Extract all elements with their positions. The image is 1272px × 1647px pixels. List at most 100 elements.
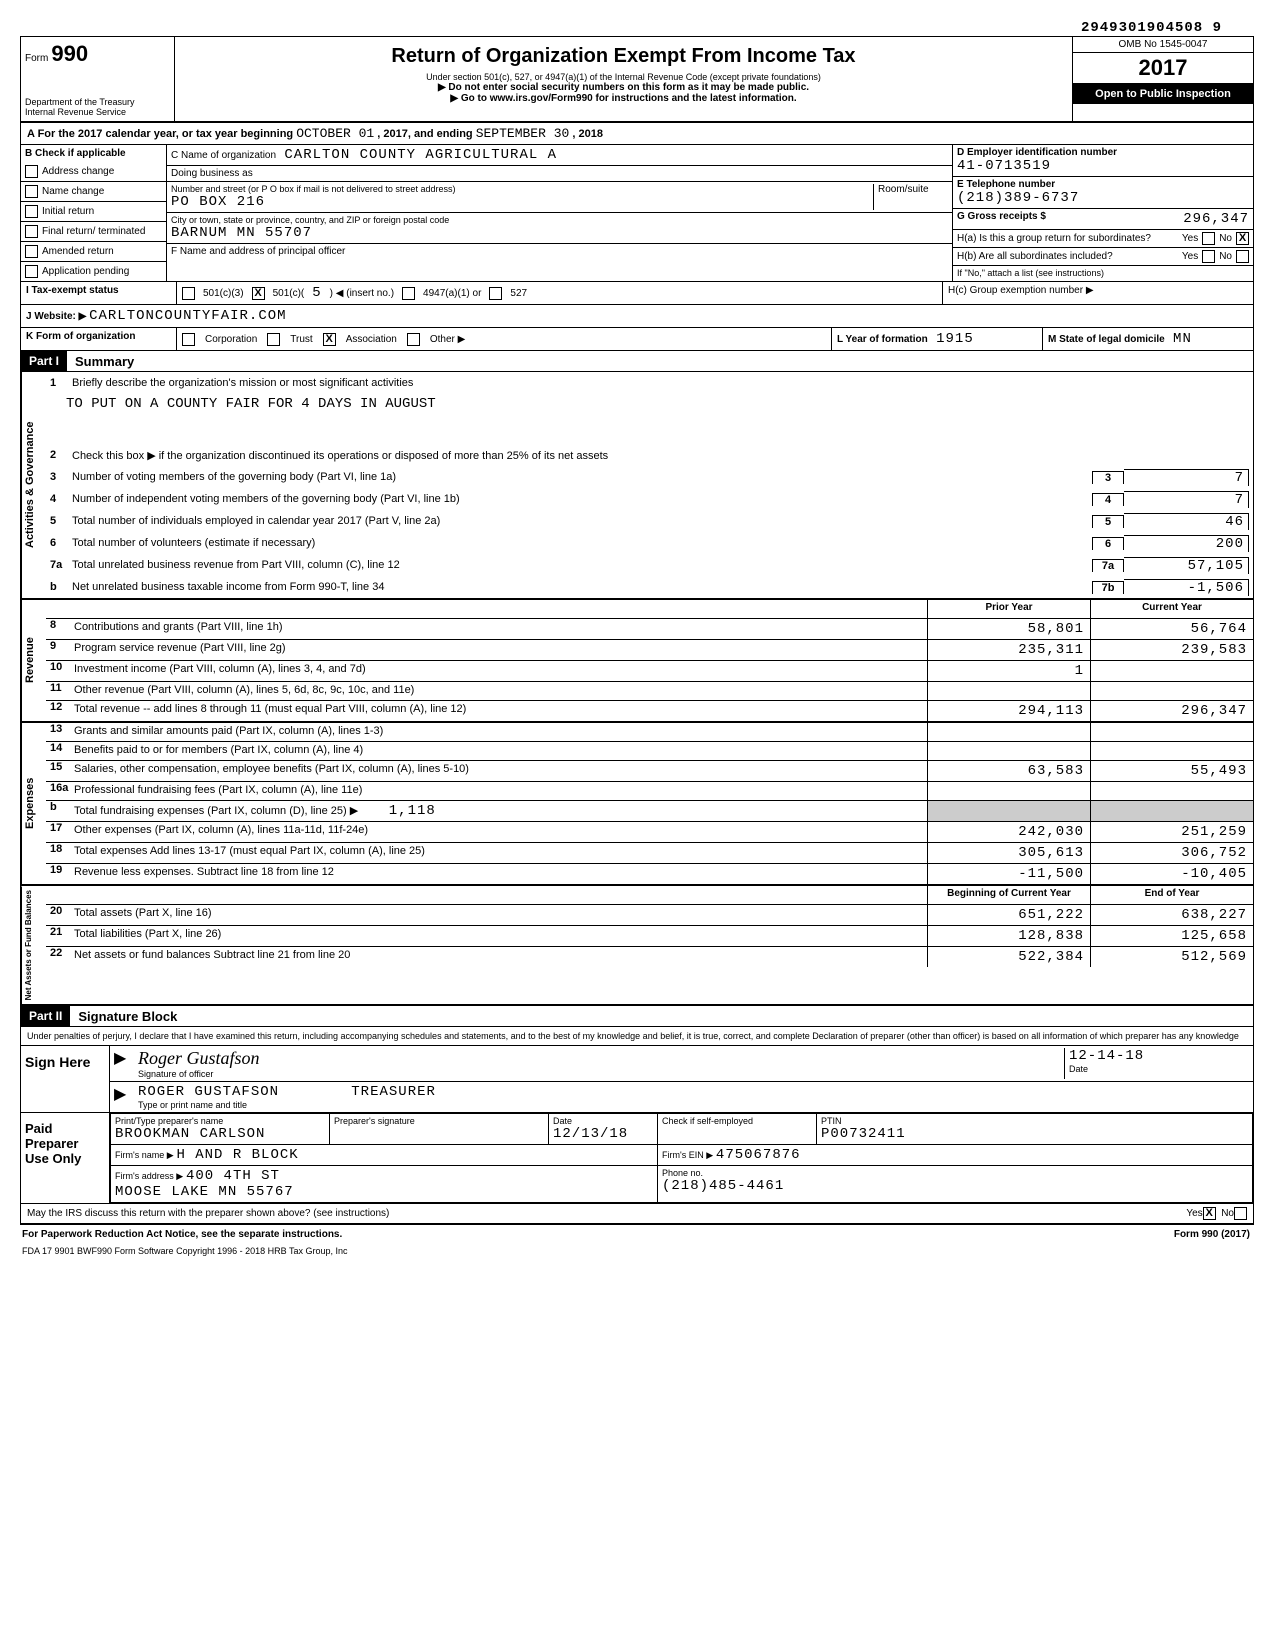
p21: 128,838 (927, 926, 1090, 946)
opt-501c: 501(c)( (273, 288, 305, 299)
p15: 63,583 (927, 761, 1090, 781)
sign-here-label: Sign Here (21, 1046, 110, 1112)
check-amended-return[interactable]: Amended return (21, 242, 166, 262)
section-governance: Activities & Governance 1Briefly describ… (21, 372, 1253, 600)
line-16b: Total fundraising expenses (Part IX, col… (74, 805, 358, 817)
dba-label: Doing business as (167, 166, 952, 182)
ptin-label: PTIN (821, 1116, 1248, 1126)
ha-yes-checkbox[interactable] (1202, 232, 1215, 245)
tax-year: 2017 (1073, 53, 1253, 84)
opt-527: 527 (510, 288, 527, 299)
tax-year-end: SEPTEMBER 30 (476, 126, 570, 141)
e-phone-value: (218)389-6737 (957, 190, 1249, 206)
form-ref: Form 990 (2017) (1174, 1229, 1250, 1240)
gov-label: Activities & Governance (21, 372, 46, 598)
firm-addr-label: Firm's address ▶ (115, 1171, 183, 1181)
website-value: CARLTONCOUNTYFAIR.COM (89, 308, 286, 324)
line-17: Other expenses (Part IX, column (A), lin… (72, 822, 927, 842)
line-16a: Professional fundraising fees (Part IX, … (72, 782, 927, 800)
c21: 125,658 (1090, 926, 1253, 946)
m-label: M State of legal domicile (1048, 334, 1165, 345)
line-20: Total assets (Part X, line 16) (72, 905, 927, 925)
corp-checkbox[interactable] (182, 333, 195, 346)
p22: 522,384 (927, 947, 1090, 967)
line-2: Check this box ▶ if the organization dis… (72, 449, 1249, 462)
501c3-checkbox[interactable] (182, 287, 195, 300)
c15: 55,493 (1090, 761, 1253, 781)
state-domicile: MN (1173, 331, 1192, 347)
prep-check-label: Check if self-employed (662, 1116, 812, 1126)
row-j-website: J Website: ▶ CARLTONCOUNTYFAIR.COM (21, 305, 1253, 328)
part1-title: Summary (67, 354, 134, 369)
discuss-yes-checkbox[interactable] (1203, 1207, 1216, 1220)
trust-checkbox[interactable] (267, 333, 280, 346)
p18: 305,613 (927, 843, 1090, 863)
discuss-no-checkbox[interactable] (1234, 1207, 1247, 1220)
line-19: Revenue less expenses. Subtract line 18 … (72, 864, 927, 884)
sign-here-section: Sign Here ▶ Roger Gustafson Signature of… (21, 1046, 1253, 1113)
check-application-pending[interactable]: Application pending (21, 262, 166, 281)
form-990-container: Form 990 Department of the TreasuryInter… (20, 36, 1254, 1225)
opt-insertno: ) ◀ (insert no.) (330, 288, 394, 299)
prep-sig-label: Preparer's signature (334, 1116, 544, 1126)
4947-checkbox[interactable] (402, 287, 415, 300)
527-checkbox[interactable] (489, 287, 502, 300)
irs-discuss-row: May the IRS discuss this return with the… (21, 1204, 1253, 1224)
sign-date: 12-14-18 (1069, 1048, 1249, 1064)
c16a (1090, 782, 1253, 800)
p9: 235,311 (927, 640, 1090, 660)
firm-name: H AND R BLOCK (176, 1147, 298, 1163)
line-4: Number of independent voting members of … (72, 493, 1092, 505)
check-final-return[interactable]: Final return/ terminated (21, 222, 166, 242)
d-ein-value: 41-0713519 (957, 158, 1249, 174)
street-label: Number and street (or P O box if mail is… (171, 184, 873, 194)
ptin-value: P00732411 (821, 1126, 1248, 1142)
mission-text: TO PUT ON A COUNTY FAIR FOR 4 DAYS IN AU… (46, 394, 1253, 414)
c11 (1090, 682, 1253, 700)
yes-label: Yes (1182, 233, 1198, 244)
room-label: Room/suite (873, 184, 948, 210)
assoc-checkbox[interactable] (323, 333, 336, 346)
sign-date-label: Date (1069, 1064, 1249, 1074)
c19: -10,405 (1090, 864, 1253, 884)
form-number: 990 (51, 41, 88, 66)
hb-no-checkbox[interactable] (1236, 250, 1249, 263)
no-label: No (1221, 1208, 1234, 1219)
firm-ein-label: Firm's EIN ▶ (662, 1150, 713, 1160)
opt-501c3: 501(c)(3) (203, 288, 244, 299)
ha-no-checkbox[interactable] (1236, 232, 1249, 245)
val-4: 7 (1124, 491, 1249, 508)
paid-preparer-section: Paid Preparer Use Only Print/Type prepar… (21, 1113, 1253, 1204)
instruction-2: ▶ Go to www.irs.gov/Form990 for instruct… (179, 93, 1068, 104)
omb-number: OMB No 1545-0047 (1073, 37, 1253, 53)
paid-preparer-table: Print/Type preparer's nameBROOKMAN CARLS… (110, 1113, 1253, 1203)
c20: 638,227 (1090, 905, 1253, 925)
501c-checkbox[interactable] (252, 287, 265, 300)
p13 (927, 723, 1090, 741)
current-year-hdr: Current Year (1090, 600, 1253, 618)
p10: 1 (927, 661, 1090, 681)
j-label: J Website: ▶ (26, 311, 86, 322)
other-checkbox[interactable] (407, 333, 420, 346)
check-initial-return[interactable]: Initial return (21, 202, 166, 222)
val-7a: 57,105 (1124, 557, 1249, 574)
hb-yes-checkbox[interactable] (1202, 250, 1215, 263)
exp-label: Expenses (21, 723, 46, 884)
k-label: K Form of organization (21, 328, 177, 350)
h-c-label: H(c) Group exemption number ▶ (943, 282, 1253, 304)
p12: 294,113 (927, 701, 1090, 721)
c14 (1090, 742, 1253, 760)
check-name-change[interactable]: Name change (21, 182, 166, 202)
c9: 239,583 (1090, 640, 1253, 660)
line-11: Other revenue (Part VIII, column (A), li… (72, 682, 927, 700)
b-header: B Check if applicable (21, 145, 166, 162)
g-gross-value: 296,347 (1183, 211, 1249, 227)
firm-addr2: MOOSE LAKE MN 55767 (115, 1184, 294, 1200)
row-a-tax-year: A For the 2017 calendar year, or tax yea… (21, 123, 1253, 145)
org-name: CARLTON COUNTY AGRICULTURAL A (284, 147, 557, 163)
opt-corp: Corporation (205, 334, 257, 345)
street-value: PO BOX 216 (171, 194, 873, 210)
line-10: Investment income (Part VIII, column (A)… (72, 661, 927, 681)
phone-label: Phone no. (662, 1168, 1248, 1178)
check-address-change[interactable]: Address change (21, 162, 166, 182)
